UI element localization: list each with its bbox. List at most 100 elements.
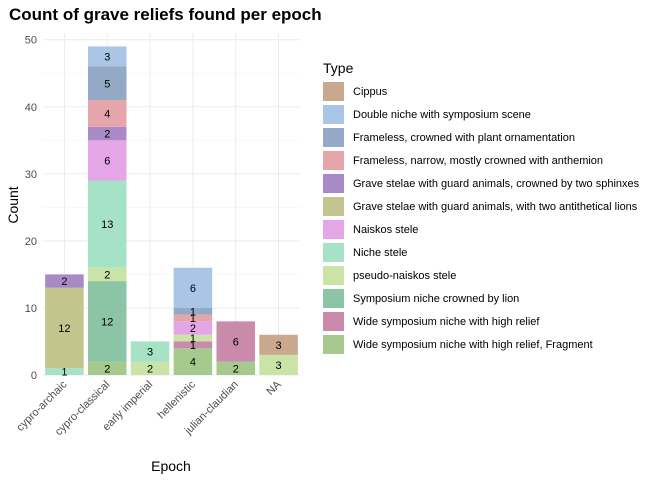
bar-value-label: 6 xyxy=(104,155,110,167)
legend-label: Symposium niche crowned by lion xyxy=(353,293,519,305)
bar-segment xyxy=(173,267,213,308)
bar-value-label: 6 xyxy=(190,283,196,295)
legend-label: Niche stele xyxy=(353,247,407,259)
legend-key xyxy=(323,220,344,239)
bar-value-label: 5 xyxy=(104,78,110,90)
bar-value-label: 2 xyxy=(233,363,239,375)
x-axis-title: Epoch xyxy=(151,458,191,474)
legend-key xyxy=(323,151,344,170)
bar-segment xyxy=(45,274,84,288)
bar-value-label: 1 xyxy=(190,313,196,325)
bar-value-label: 2 xyxy=(190,323,196,335)
bar-segment xyxy=(87,281,127,362)
legend-label: Frameless, narrow, mostly crowned with a… xyxy=(353,155,603,167)
bar-segment xyxy=(216,321,256,362)
legend-key xyxy=(323,174,344,193)
legend-label: Wide symposium niche with high relief, F… xyxy=(353,339,593,351)
bars xyxy=(45,46,298,375)
legend-item: Wide symposium niche with high relief xyxy=(323,312,540,331)
bar-value-label: 1 xyxy=(61,367,67,379)
legend-item: Symposium niche crowned by lion xyxy=(323,289,519,308)
legend-item: Grave stelae with guard animals, crowned… xyxy=(323,174,640,193)
legend-item: Grave stelae with guard animals, with tw… xyxy=(323,197,638,216)
bar-value-label: 2 xyxy=(147,363,153,375)
bar-value-label: 2 xyxy=(104,269,110,281)
bar-value-label: 1 xyxy=(190,340,196,352)
legend-label: pseudo-naiskos stele xyxy=(353,270,456,282)
legend-label: Frameless, crowned with plant ornamentat… xyxy=(353,132,575,144)
bar-value-label: 6 xyxy=(233,336,239,348)
bar-segment xyxy=(259,334,298,355)
y-tick-label: 40 xyxy=(25,102,37,114)
bar-segment xyxy=(173,334,213,342)
bar-segment xyxy=(87,140,127,181)
bar-value-label: 13 xyxy=(101,219,113,231)
legend-key xyxy=(323,128,344,147)
bar-value-label: 2 xyxy=(61,276,67,288)
legend-title: Type xyxy=(323,60,354,76)
plot-area: 01020304050cypro-archaiccypro-classicale… xyxy=(14,33,300,438)
bar-segment xyxy=(259,354,298,375)
chart-title: Count of grave reliefs found per epoch xyxy=(9,5,322,24)
bar-segment xyxy=(173,341,213,349)
bar-segment xyxy=(87,46,127,67)
bar-segment xyxy=(87,180,127,268)
y-tick-label: 0 xyxy=(31,370,37,382)
x-tick-label: hellenistic xyxy=(155,378,198,421)
legend-key xyxy=(323,335,344,354)
legend-key xyxy=(323,105,344,124)
legend-item: Double niche with symposium scene xyxy=(323,105,531,124)
bar-segment xyxy=(87,361,127,375)
y-axis-title: Count xyxy=(5,186,21,223)
bar-segment xyxy=(45,368,84,375)
legend-label: Double niche with symposium scene xyxy=(353,109,531,121)
legend-label: Naiskos stele xyxy=(353,224,418,236)
bar-segment xyxy=(87,126,127,141)
bar-value-label: 3 xyxy=(104,51,110,63)
bar-value-label: 12 xyxy=(58,323,70,335)
legend-key xyxy=(323,243,344,262)
legend-label: Wide symposium niche with high relief xyxy=(353,316,540,328)
legend-label: Grave stelae with guard animals, crowned… xyxy=(353,178,640,190)
legend-label: Cippus xyxy=(353,86,388,98)
legend-key xyxy=(323,197,344,216)
y-tick-label: 30 xyxy=(25,169,37,181)
bar-value-label: 4 xyxy=(190,357,196,369)
legend-item: pseudo-naiskos stele xyxy=(323,266,456,285)
bar-value-label: 4 xyxy=(104,108,110,120)
legend-item: Frameless, narrow, mostly crowned with a… xyxy=(323,151,603,170)
bar-value-label: 3 xyxy=(147,347,153,359)
bar-segment xyxy=(173,314,213,322)
x-tick-label: NA xyxy=(264,378,284,398)
legend-item: Niche stele xyxy=(323,243,407,262)
y-tick-label: 10 xyxy=(25,303,37,315)
legend-key xyxy=(323,266,344,285)
bar-segment xyxy=(87,267,127,282)
legend-item: Wide symposium niche with high relief, F… xyxy=(323,335,593,354)
bar-value-label: 12 xyxy=(101,316,113,328)
bar-value-label: 3 xyxy=(276,340,282,352)
bar-segment xyxy=(130,361,170,375)
bar-segment xyxy=(173,348,213,375)
legend-key xyxy=(323,289,344,308)
bar-segment xyxy=(87,66,127,101)
legend-item: Cippus xyxy=(323,82,388,101)
legend-label: Grave stelae with guard animals, with tw… xyxy=(353,201,638,213)
bar-segment xyxy=(87,100,127,127)
y-tick-label: 20 xyxy=(25,236,37,248)
bar-value-label: 2 xyxy=(104,363,110,375)
bar-value-label: 1 xyxy=(190,333,196,345)
bar-value-label: 3 xyxy=(276,360,282,372)
legend-item: Naiskos stele xyxy=(323,220,418,239)
bar-segment xyxy=(45,287,84,369)
legend-item: Frameless, crowned with plant ornamentat… xyxy=(323,128,575,147)
bar-segment xyxy=(173,307,213,315)
bar-segment xyxy=(130,341,170,362)
y-tick-label: 50 xyxy=(25,35,37,47)
legend-key xyxy=(323,312,344,331)
legend: Type Cippus Double niche with symposium s… xyxy=(323,60,640,354)
bar-segment xyxy=(173,321,213,335)
bar-value-label: 2 xyxy=(104,129,110,141)
